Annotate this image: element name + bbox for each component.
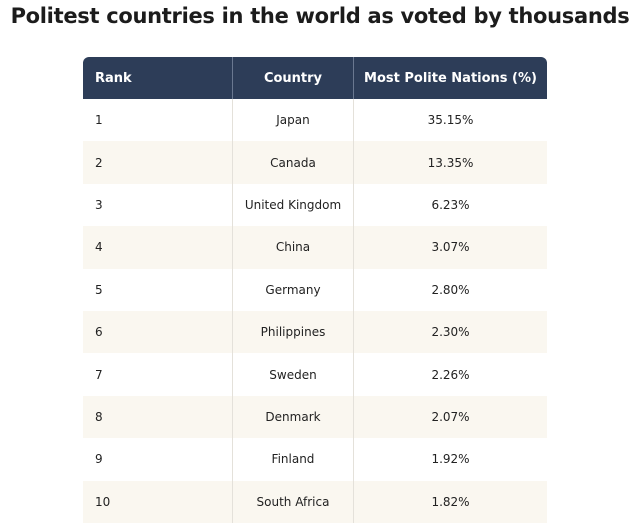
table-cell: 10 (95, 494, 111, 509)
table-row: 5 Germany 2.80% (83, 268, 547, 311)
table-cell: 6.23% (353, 183, 547, 227)
table-row: 6 Philippines 2.30% (83, 310, 547, 354)
table-cell: 35.15% (353, 99, 547, 142)
table-cell: United Kingdom (232, 183, 353, 227)
table: Rank Country Most Polite Nations (%) 1 Japan… (83, 57, 547, 523)
table-cell: 6 (95, 325, 103, 340)
table-cell: 2.30% (353, 310, 547, 354)
table-row: 7 Sweden 2.26% (83, 353, 547, 396)
title: Politest countries in the world as voted… (10, 4, 630, 28)
table-cell: Denmark (232, 395, 353, 439)
table-row: 9 Finland 1.92% (83, 438, 547, 481)
table-cell: Philippines (232, 310, 353, 354)
table-cell: Japan (232, 99, 353, 142)
table-row: 10 South Africa 1.82% (83, 480, 547, 523)
table-cell: Sweden (232, 353, 353, 396)
table-row: 3 United Kingdom 6.23% (83, 183, 547, 227)
table-cell: China (232, 226, 353, 269)
table-cell: 1 (95, 113, 103, 128)
table-row: 2 Canada 13.35% (83, 141, 547, 184)
table-cell: Germany (232, 268, 353, 311)
table-cell: 2.07% (353, 395, 547, 439)
table-cell: 2.26% (353, 353, 547, 396)
table-header: Rank Country Most Polite Nations (%) (83, 57, 547, 99)
table-row: 1 Japan 35.15% (83, 99, 547, 142)
header-cell: Most Polite Nations (%) (353, 57, 547, 99)
table-cell: 9 (95, 452, 103, 467)
table-cell: 8 (95, 409, 103, 424)
table-cell: 2 (95, 155, 103, 170)
table-cell: 5 (95, 282, 103, 297)
table-cell: 1.82% (353, 480, 547, 523)
table-cell: 2.80% (353, 268, 547, 311)
table-cell: 1.92% (353, 438, 547, 481)
table-cell: 3 (95, 197, 103, 212)
table-cell: Canada (232, 141, 353, 184)
table-row: 8 Denmark 2.07% (83, 395, 547, 439)
table-cell: 13.35% (353, 141, 547, 184)
table-cell: Finland (232, 438, 353, 481)
table-cell: 7 (95, 367, 103, 382)
table-cell: 3.07% (353, 226, 547, 269)
table-row: 4 China 3.07% (83, 226, 547, 269)
header-cell: Rank (95, 70, 132, 86)
table-cell: South Africa (232, 480, 353, 523)
table-cell: 4 (95, 240, 103, 255)
header-cell: Country (232, 57, 353, 99)
